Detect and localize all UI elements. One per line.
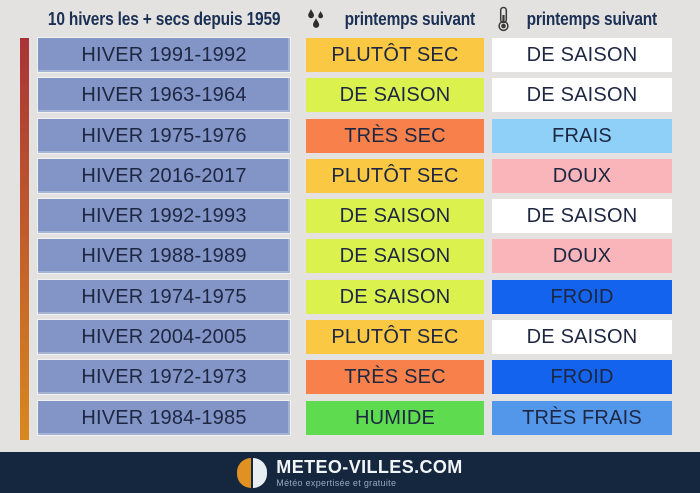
rows: HIVER 1991-1992 PLUTÔT SEC DE SAISON HIV… xyxy=(38,38,672,441)
winter-column-header: 10 hivers les + secs depuis 1959 xyxy=(38,2,290,36)
winter-cell: HIVER 1974-1975 xyxy=(38,279,290,314)
temp-cell: DOUX xyxy=(492,158,672,193)
winter-cell: HIVER 1975-1976 xyxy=(38,118,290,153)
winter-cell: HIVER 1988-1989 xyxy=(38,239,290,274)
meteo-villes-logo-icon xyxy=(237,457,268,488)
table-row: HIVER 2016-2017 PLUTÔT SEC DOUX xyxy=(38,158,672,193)
brand-name: METEO-VILLES.COM xyxy=(276,456,463,477)
precip-cell: TRÈS SEC xyxy=(306,360,484,395)
precip-cell: HUMIDE xyxy=(306,400,484,435)
winter-cell: HIVER 1992-1993 xyxy=(38,199,290,234)
precip-cell: DE SAISON xyxy=(306,78,484,113)
winter-column-title: 10 hivers les + secs depuis 1959 xyxy=(47,8,281,29)
temp-cell: FROID xyxy=(492,360,672,395)
table-row: HIVER 1988-1989 DE SAISON DOUX xyxy=(38,239,672,274)
logo-white-half xyxy=(253,457,268,488)
thermometer-icon xyxy=(497,6,510,32)
precip-cell: TRÈS SEC xyxy=(306,118,484,153)
temp-cell: DE SAISON xyxy=(492,320,672,355)
gradient-accent-stripe xyxy=(20,38,29,440)
brand-block: METEO-VILLES.COM Météo expertisée et gra… xyxy=(276,456,463,488)
winter-cell: HIVER 2016-2017 xyxy=(38,158,290,193)
table-row: HIVER 1974-1975 DE SAISON FROID xyxy=(38,279,672,314)
temp-cell: FRAIS xyxy=(492,118,672,153)
precip-cell: DE SAISON xyxy=(306,279,484,314)
table-row: HIVER 1975-1976 TRÈS SEC FRAIS xyxy=(38,118,672,153)
winter-cell: HIVER 1972-1973 xyxy=(38,360,290,395)
table-header: 10 hivers les + secs depuis 1959 printem… xyxy=(38,2,672,36)
temp-cell: DOUX xyxy=(492,239,672,274)
footer-bar: METEO-VILLES.COM Météo expertisée et gra… xyxy=(0,452,700,493)
precip-cell: DE SAISON xyxy=(306,239,484,274)
water-drops-icon xyxy=(304,7,328,31)
precip-cell: PLUTÔT SEC xyxy=(306,158,484,193)
temp-column-title: printemps suivant xyxy=(526,8,657,29)
precip-cell: PLUTÔT SEC xyxy=(306,38,484,72)
table-row: HIVER 1963-1964 DE SAISON DE SAISON xyxy=(38,78,672,113)
table-row: HIVER 1972-1973 TRÈS SEC FROID xyxy=(38,360,672,395)
table-row: HIVER 2004-2005 PLUTÔT SEC DE SAISON xyxy=(38,320,672,355)
precip-cell: PLUTÔT SEC xyxy=(306,320,484,355)
temp-cell: DE SAISON xyxy=(492,199,672,234)
temp-cell: FROID xyxy=(492,279,672,314)
temp-cell: DE SAISON xyxy=(492,38,672,72)
logo-orange-half xyxy=(237,457,252,488)
brand-tagline: Météo expertisée et gratuite xyxy=(276,477,397,488)
winter-cell: HIVER 2004-2005 xyxy=(38,320,290,355)
table-row: HIVER 1991-1992 PLUTÔT SEC DE SAISON xyxy=(38,38,672,72)
precip-cell: DE SAISON xyxy=(306,199,484,234)
temp-cell: DE SAISON xyxy=(492,78,672,113)
table-row: HIVER 1992-1993 DE SAISON DE SAISON xyxy=(38,199,672,234)
precip-column-title: printemps suivant xyxy=(344,8,476,29)
table-row: HIVER 1984-1985 HUMIDE TRÈS FRAIS xyxy=(38,400,672,435)
precip-column-header: printemps suivant xyxy=(306,2,484,36)
winter-cell: HIVER 1963-1964 xyxy=(38,78,290,113)
temp-column-header: printemps suivant xyxy=(492,2,672,36)
winter-cell: HIVER 1991-1992 xyxy=(38,38,290,72)
temp-cell: TRÈS FRAIS xyxy=(492,400,672,435)
winter-cell: HIVER 1984-1985 xyxy=(38,400,290,435)
